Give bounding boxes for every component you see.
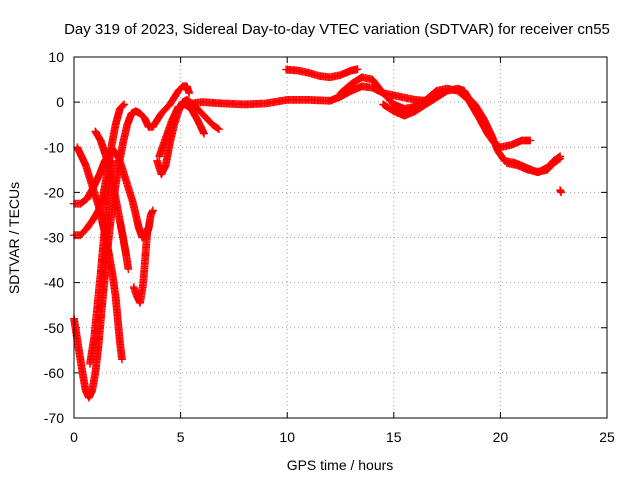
x-tick-label: 5 xyxy=(177,429,185,445)
y-tick-label: -40 xyxy=(44,275,64,291)
axis-ticks: 0 5 10 15 20 25 -70 -60 -50 -40 -30 -20 -10 0 10 xyxy=(44,49,615,445)
series-arc-5 xyxy=(86,156,117,368)
series-arc-7 xyxy=(129,224,152,307)
plus-marks xyxy=(502,152,564,176)
x-tick-label: 10 xyxy=(279,429,295,445)
y-axis-label: SDTVAR / TECUs xyxy=(6,182,22,294)
data-marks xyxy=(70,65,566,402)
x-tick-label: 15 xyxy=(386,429,402,445)
x-tick-label: 25 xyxy=(599,429,615,445)
y-tick-label: 0 xyxy=(56,94,64,110)
grid-lines xyxy=(74,57,607,418)
x-tick-label: 20 xyxy=(493,429,509,445)
y-tick-label: -70 xyxy=(44,410,64,426)
y-tick-label: -30 xyxy=(44,230,64,246)
series-arc-11 xyxy=(282,65,362,82)
plot-frame xyxy=(73,56,608,419)
series-arc-14 xyxy=(502,152,564,176)
plus-marks xyxy=(282,65,362,82)
series-arc-15 xyxy=(556,186,566,197)
y-tick-label: -20 xyxy=(44,184,64,200)
series-arc-9 xyxy=(155,100,208,161)
chart-title: Day 319 of 2023, Sidereal Day-to-day VTE… xyxy=(64,21,610,38)
x-axis-label: GPS time / hours xyxy=(287,457,394,473)
y-tick-label: -50 xyxy=(44,320,64,336)
plus-marks xyxy=(556,186,566,197)
y-tick-label: -60 xyxy=(44,365,64,381)
x-tick-label: 0 xyxy=(70,429,78,445)
y-tick-label: -10 xyxy=(44,139,64,155)
y-tick-label: 10 xyxy=(48,49,64,65)
series-arc-6 xyxy=(91,127,133,273)
